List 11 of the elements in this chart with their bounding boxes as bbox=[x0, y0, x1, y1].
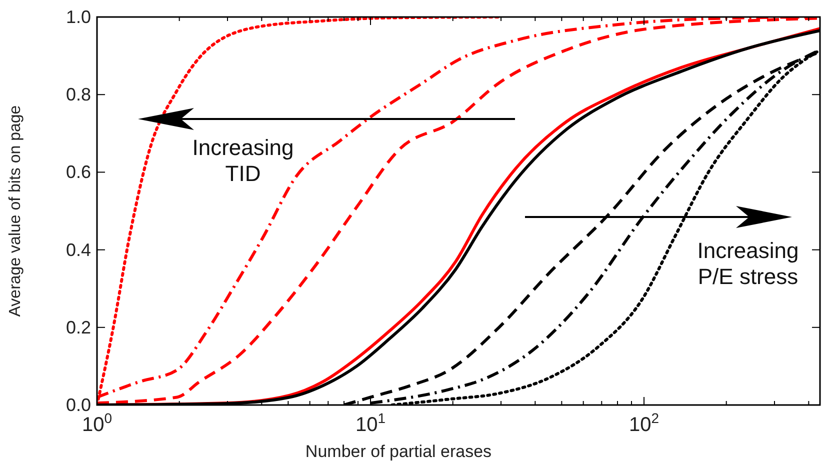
y-tick-label: 0.4 bbox=[66, 240, 91, 260]
y-tick-label: 0.8 bbox=[66, 84, 91, 105]
x-axis-title: Number of partial erases bbox=[305, 442, 492, 461]
y-tick-label: 0.2 bbox=[66, 317, 91, 338]
y-tick-label: 0.6 bbox=[66, 162, 91, 182]
x-tick-label: 10$^{1}$ bbox=[355, 410, 386, 436]
x-tick-label: 10$^{2}$ bbox=[628, 410, 660, 436]
y-axis-title: Average value of bits on page bbox=[7, 105, 24, 317]
annotation: Increasing TID bbox=[192, 135, 294, 186]
y-tick-label: 1.0 bbox=[66, 7, 91, 27]
annotation: Increasing P/E stress bbox=[697, 238, 799, 289]
